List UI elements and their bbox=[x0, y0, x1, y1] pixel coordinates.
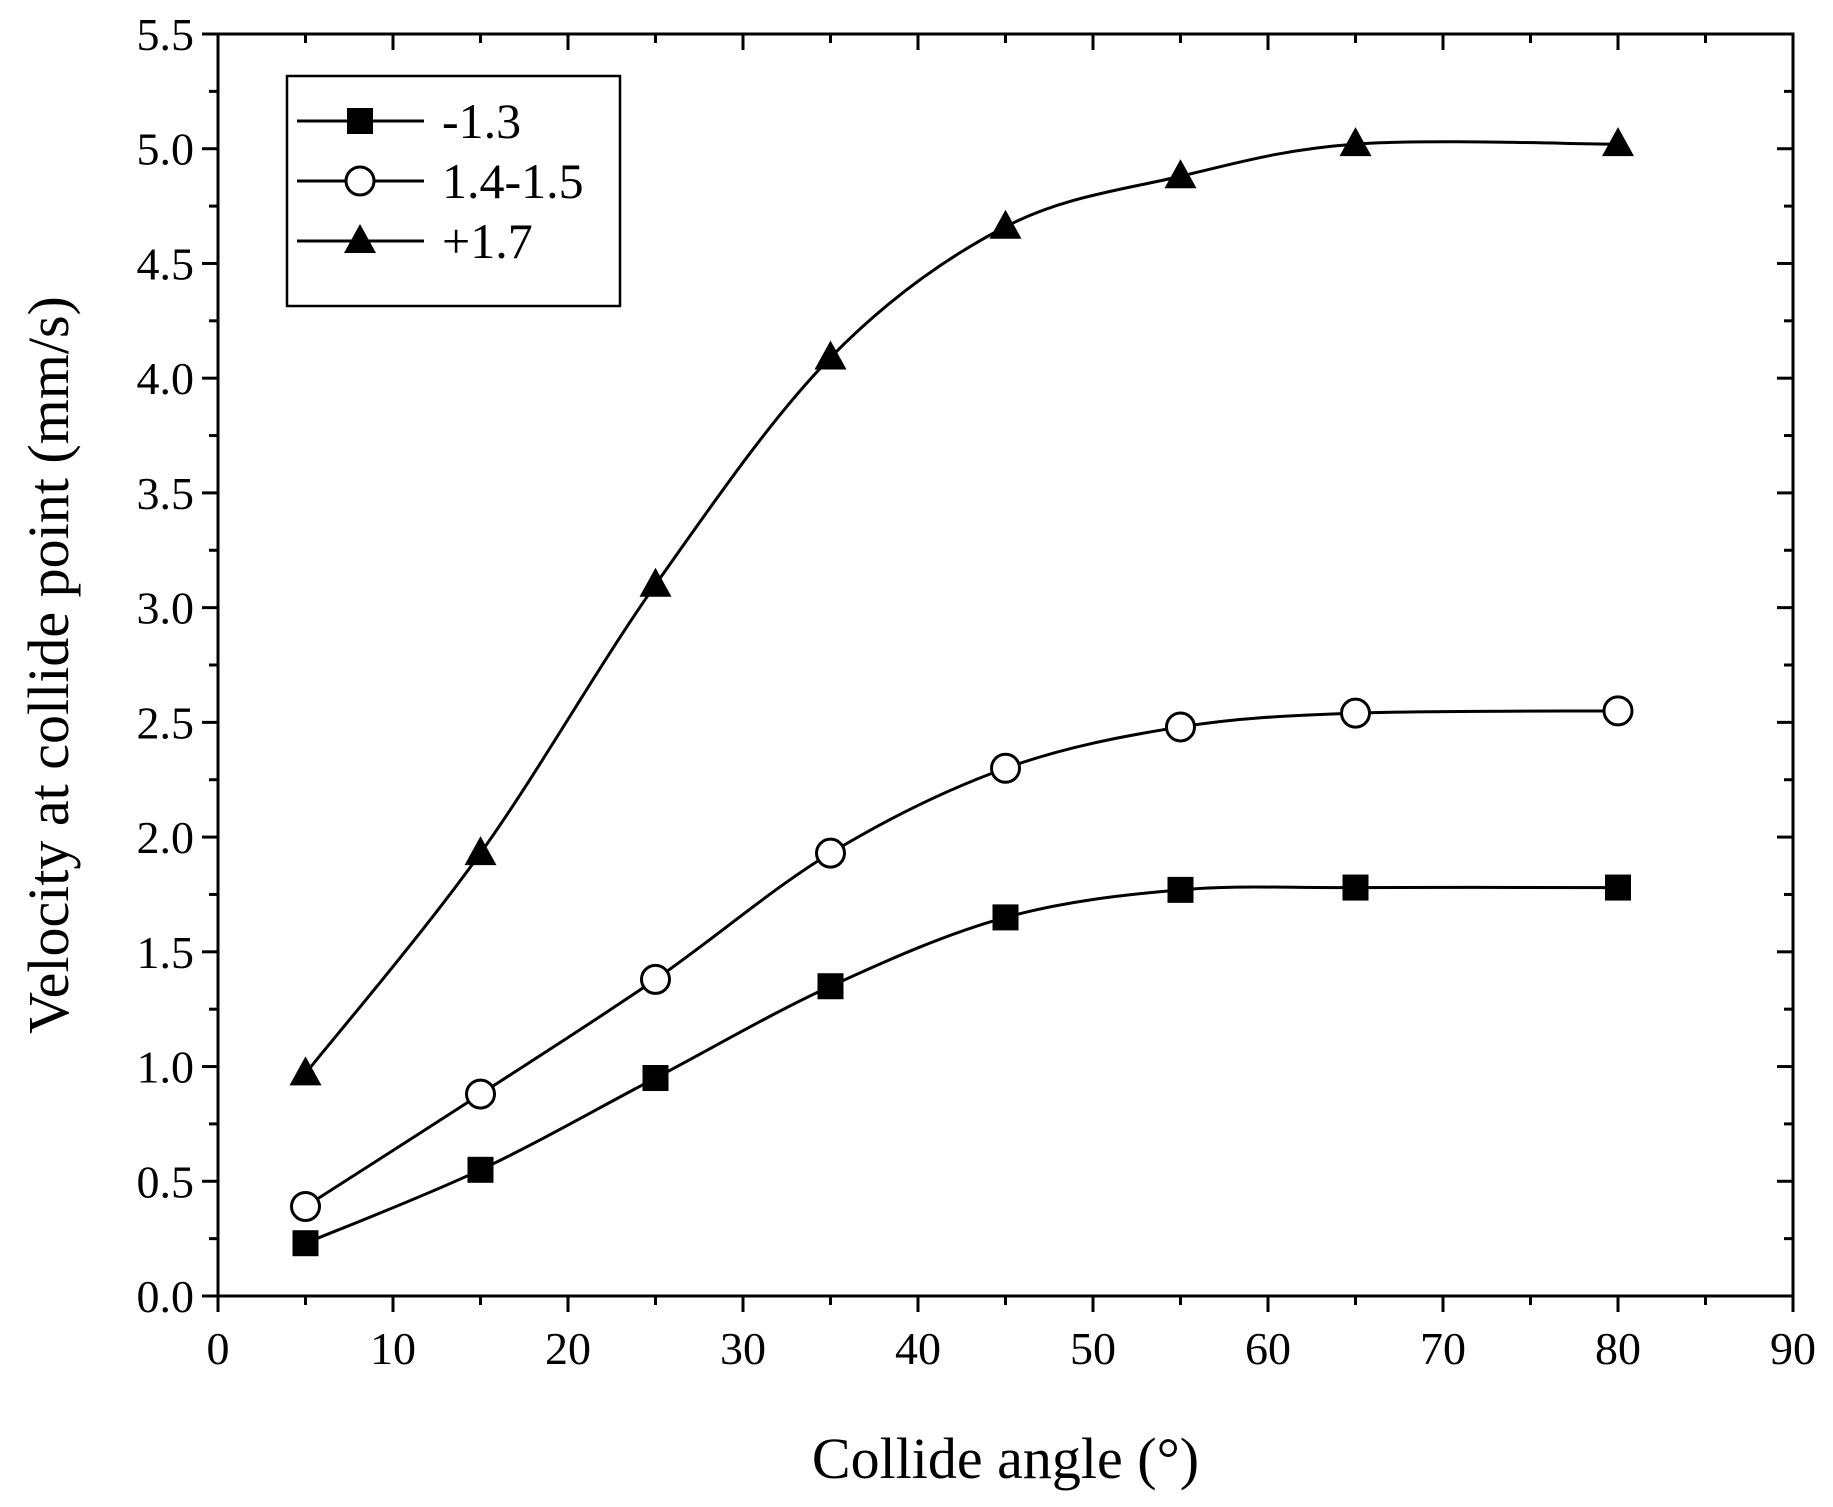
data-point bbox=[289, 1056, 322, 1086]
data-point bbox=[989, 209, 1022, 239]
data-point bbox=[1602, 695, 1634, 727]
y-tick-label: 0.0 bbox=[137, 1271, 195, 1322]
x-tick-label: 10 bbox=[370, 1323, 416, 1374]
data-point bbox=[292, 1230, 319, 1257]
series-line bbox=[304, 709, 1619, 1208]
series-1 bbox=[290, 695, 1634, 1223]
legend-marker bbox=[347, 108, 373, 134]
data-point bbox=[815, 837, 846, 869]
y-axis: 0.0 0.5 1.0 1.5 2.0 2.5 3.0 3.5 4.0 4.5 5.0 5.5 bbox=[137, 9, 1793, 1322]
series-line bbox=[304, 140, 1619, 1075]
legend-box bbox=[285, 74, 622, 308]
data-point bbox=[642, 1065, 669, 1092]
data-point bbox=[1339, 127, 1372, 157]
y-tick-label: 0.5 bbox=[137, 1156, 195, 1207]
legend: -1.31.4-1.5+1.7 bbox=[285, 74, 622, 308]
data-point bbox=[464, 836, 497, 866]
y-tick-label: 1.5 bbox=[137, 927, 195, 978]
data-point bbox=[992, 904, 1019, 931]
y-tick-label: 1.0 bbox=[137, 1042, 195, 1093]
data-point bbox=[1165, 711, 1196, 743]
data-point bbox=[817, 973, 844, 1000]
y-tick-label: 3.5 bbox=[137, 468, 195, 519]
y-tick-label: 2.5 bbox=[137, 697, 195, 748]
data-point bbox=[467, 1156, 494, 1183]
y-tick-label: 4.5 bbox=[137, 238, 195, 289]
x-tick-label: 80 bbox=[1595, 1323, 1641, 1374]
data-point bbox=[465, 1078, 496, 1110]
legend-label: -1.3 bbox=[442, 93, 521, 149]
data-point bbox=[990, 752, 1021, 784]
legend-label: +1.7 bbox=[442, 213, 533, 269]
data-point bbox=[1605, 874, 1631, 901]
legend-marker bbox=[344, 224, 376, 253]
x-axis: 0 10 20 30 40 50 60 70 80 90 bbox=[207, 34, 1816, 1374]
series-0 bbox=[292, 874, 1631, 1257]
data-point bbox=[1342, 874, 1369, 901]
x-tick-label: 60 bbox=[1245, 1323, 1291, 1374]
legend-label: 1.4-1.5 bbox=[442, 153, 584, 209]
y-tick-label: 4.0 bbox=[137, 353, 195, 404]
legend-marker bbox=[344, 165, 376, 197]
series-layer bbox=[289, 127, 1634, 1257]
series-2 bbox=[289, 127, 1634, 1086]
data-point bbox=[1602, 127, 1634, 157]
y-tick-label: 5.5 bbox=[137, 9, 195, 60]
data-point bbox=[814, 340, 847, 370]
x-tick-label: 40 bbox=[895, 1323, 941, 1374]
x-tick-label: 90 bbox=[1770, 1323, 1816, 1374]
data-point bbox=[640, 963, 671, 995]
x-tick-label: 20 bbox=[545, 1323, 591, 1374]
y-axis-title: Velocity at collide point (mm/s) bbox=[16, 296, 81, 1034]
y-tick-label: 2.0 bbox=[137, 812, 195, 863]
data-point bbox=[1164, 159, 1197, 189]
x-tick-label: 50 bbox=[1070, 1323, 1116, 1374]
x-axis-title: Collide angle (°) bbox=[812, 1426, 1199, 1491]
x-tick-label: 0 bbox=[207, 1323, 230, 1374]
data-point bbox=[1340, 697, 1371, 729]
data-point bbox=[290, 1191, 321, 1223]
y-tick-label: 5.0 bbox=[137, 124, 195, 175]
series-line bbox=[304, 885, 1619, 1245]
data-point bbox=[1167, 876, 1194, 903]
data-point bbox=[639, 567, 672, 597]
x-tick-label: 30 bbox=[720, 1323, 766, 1374]
y-tick-label: 3.0 bbox=[137, 583, 195, 634]
x-tick-label: 70 bbox=[1420, 1323, 1466, 1374]
